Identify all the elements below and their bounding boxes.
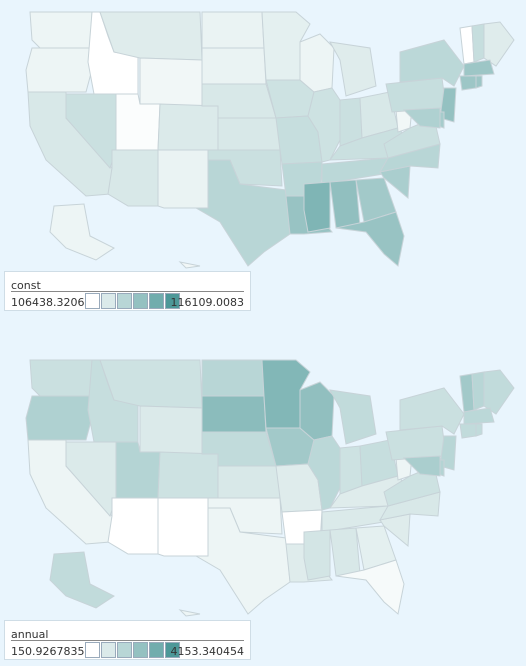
- legend-color-scale: [85, 642, 181, 658]
- state-pa: [385, 425, 447, 461]
- legend-swatch: [101, 642, 116, 658]
- state-ks: [217, 117, 281, 151]
- state-hi: [178, 609, 201, 617]
- state-al: [329, 527, 361, 577]
- state-ms: [303, 181, 331, 233]
- state-ma: [463, 59, 495, 77]
- state-tx: [164, 159, 291, 267]
- state-wi: [299, 33, 335, 93]
- legend-swatch: [133, 642, 148, 658]
- state-ri: [475, 423, 483, 437]
- state-wy: [139, 405, 203, 455]
- state-nm: [157, 149, 209, 209]
- state-nh: [471, 371, 485, 411]
- legend-title: annual: [11, 628, 49, 641]
- state-me: [483, 21, 515, 67]
- state-wa: [29, 359, 93, 397]
- legend-swatch: [149, 642, 164, 658]
- state-ms: [303, 529, 331, 581]
- state-wa: [29, 11, 93, 49]
- state-ny: [399, 387, 465, 435]
- state-me: [483, 369, 515, 415]
- state-ak: [49, 551, 115, 609]
- legend-swatch: [85, 293, 100, 309]
- state-ma: [463, 407, 495, 425]
- state-co: [157, 103, 219, 151]
- legend-swatch: [133, 293, 148, 309]
- state-pa: [385, 77, 447, 113]
- state-mi: [329, 389, 377, 445]
- legend-max-value: 116109.0083: [170, 296, 244, 309]
- state-ks: [217, 465, 281, 499]
- state-fl: [335, 559, 405, 615]
- state-nh: [471, 23, 485, 63]
- legend-swatch: [165, 293, 180, 309]
- state-tx: [164, 507, 291, 615]
- state-az: [107, 149, 159, 207]
- state-nd: [201, 11, 265, 49]
- state-co: [157, 451, 219, 499]
- state-sd: [201, 47, 267, 85]
- state-fl: [335, 211, 405, 267]
- state-ny: [399, 39, 465, 87]
- legend-title: const: [11, 279, 41, 292]
- legend-divider: [11, 291, 244, 292]
- state-md: [402, 107, 441, 129]
- legend-min-value: 150.9267835: [11, 645, 85, 658]
- state-wy: [139, 57, 203, 107]
- legend-swatch: [149, 293, 164, 309]
- state-md: [402, 455, 441, 477]
- state-ri: [475, 75, 483, 89]
- state-mi: [329, 41, 377, 97]
- legend-swatch: [101, 293, 116, 309]
- legend-divider: [11, 640, 244, 641]
- map-panel-annual: annual 150.9267835 4153.340454: [0, 348, 526, 666]
- state-ct: [459, 75, 477, 91]
- state-or: [25, 47, 95, 93]
- legend-swatch: [85, 642, 100, 658]
- state-hi: [178, 261, 201, 269]
- legend-min-value: 106438.3206: [11, 296, 85, 309]
- legend-swatch: [117, 293, 132, 309]
- state-va: [383, 117, 441, 159]
- map-panel-const: const 106438.3206 116109.0083: [0, 0, 526, 330]
- legend-color-scale: [85, 293, 181, 309]
- state-ak: [49, 203, 115, 261]
- state-al: [329, 179, 361, 229]
- map-legend-const: const 106438.3206 116109.0083: [4, 271, 251, 311]
- state-mt: [99, 359, 203, 409]
- us-choropleth-map-const: [25, 11, 515, 269]
- state-or: [25, 395, 95, 441]
- state-mt: [99, 11, 203, 61]
- state-nd: [201, 359, 265, 397]
- state-va: [383, 465, 441, 507]
- state-sd: [201, 395, 267, 433]
- state-ct: [459, 423, 477, 439]
- state-az: [107, 497, 159, 555]
- map-legend-annual: annual 150.9267835 4153.340454: [4, 620, 251, 660]
- legend-swatch: [117, 642, 132, 658]
- state-wi: [299, 381, 335, 441]
- state-nm: [157, 497, 209, 557]
- legend-max-value: 4153.340454: [170, 645, 244, 658]
- us-choropleth-map-annual: [25, 359, 515, 617]
- legend-swatch: [165, 642, 180, 658]
